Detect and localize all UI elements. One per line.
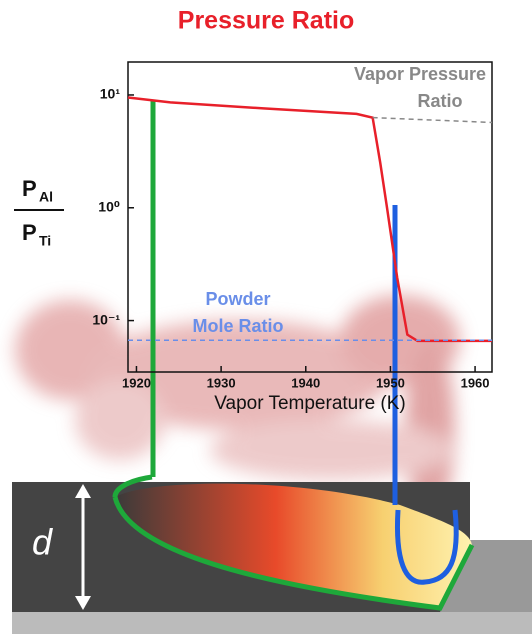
pool-boundary-top — [112, 474, 153, 498]
depth-label: d — [32, 522, 53, 563]
x-tick-label: 1960 — [461, 375, 490, 390]
arrow-head — [75, 596, 91, 610]
series-line — [372, 116, 493, 124]
y-label-symbol: P — [22, 176, 37, 201]
y-axis-label: P Al P Ti — [14, 176, 64, 249]
series-line — [127, 96, 492, 343]
pool-boundary — [112, 496, 475, 611]
plumes — [15, 295, 460, 520]
y-tick-label: 10⁰ — [98, 198, 120, 214]
x-tick-label: 1930 — [207, 375, 236, 390]
base — [12, 612, 532, 634]
x-tick-label: 1940 — [291, 375, 320, 390]
y-label-symbol: P — [22, 220, 37, 245]
step-gap — [470, 482, 532, 540]
x-tick-label: 1920 — [122, 375, 151, 390]
x-tick-label: 1950 — [376, 375, 405, 390]
keyhole — [394, 509, 459, 585]
chart-title: Pressure Ratio — [178, 7, 354, 35]
y-label-subscript: Ti — [39, 233, 51, 249]
annotation: Powder — [205, 289, 270, 309]
melt-pool — [115, 483, 472, 608]
y-tick-label: 10¹ — [100, 86, 121, 102]
annotation: Vapor Pressure — [354, 64, 486, 84]
x-axis-label: Vapor Temperature (K) — [214, 393, 406, 414]
y-tick-label: 10⁻¹ — [92, 311, 120, 327]
annotation: Mole Ratio — [192, 316, 283, 336]
arrow-head — [75, 484, 91, 498]
annotation: Ratio — [418, 91, 463, 111]
y-label-subscript: Al — [39, 189, 53, 205]
plot-frame — [127, 61, 493, 373]
